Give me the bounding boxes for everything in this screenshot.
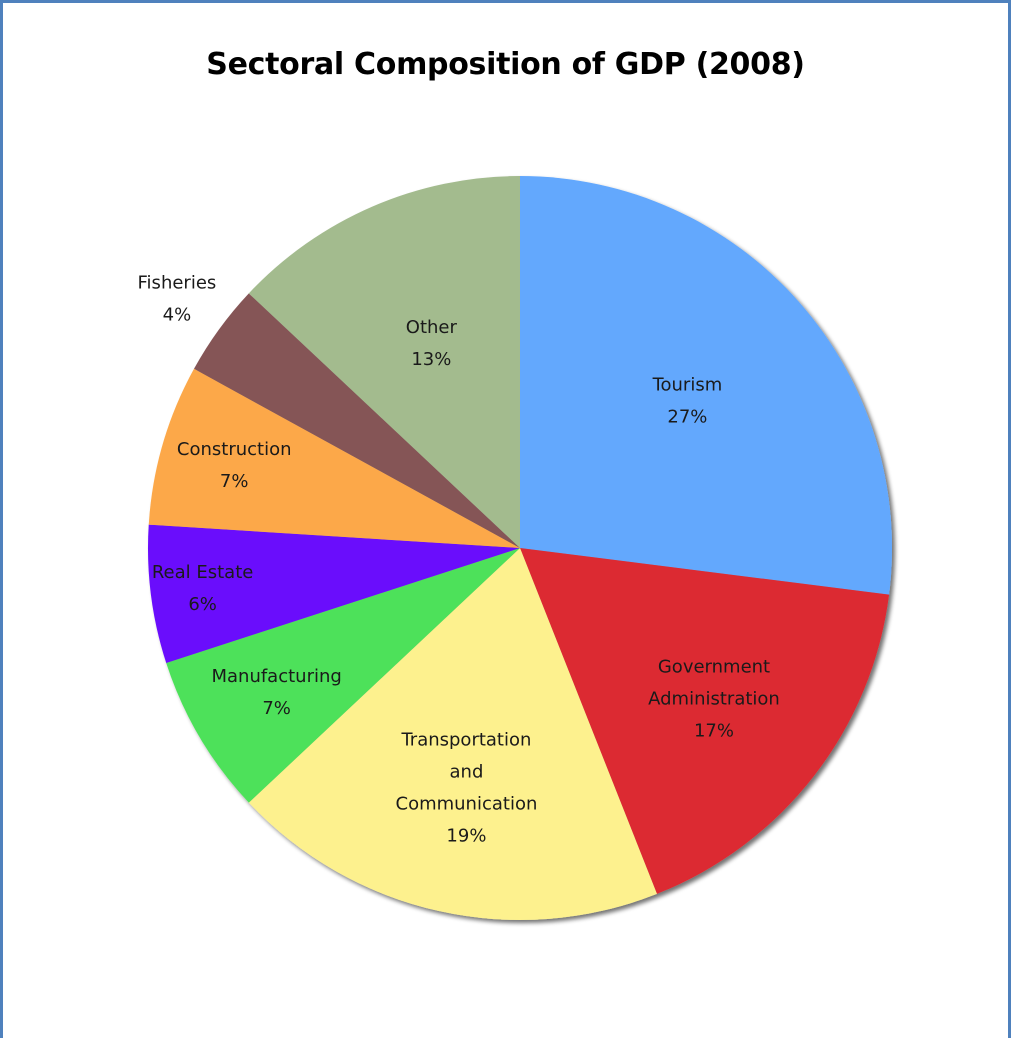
- pie-slices: [147, 176, 892, 920]
- slice-label-construction: Construction 7%: [177, 439, 292, 492]
- slice-label-tourism: Tourism 27%: [652, 374, 723, 427]
- slice-labels: Tourism 27% Government Administration 17% Tra…: [138, 273, 780, 847]
- chart-title: Sectoral Composition of GDP (2008): [206, 47, 805, 82]
- pie-slice-other: [248, 176, 520, 548]
- slice-label-real-estate: Real Estate 6%: [152, 562, 254, 615]
- slice-label-fisheries: Fisheries 4%: [138, 273, 217, 326]
- pie-slice-construction: [148, 368, 520, 548]
- pie-slice-real-estate: [147, 524, 520, 663]
- pie-slice-government-administration: [520, 548, 890, 894]
- slice-label-other: Other 13%: [406, 317, 458, 370]
- pie-chart: Tourism 27% Government Administration 17% Tra…: [138, 176, 892, 920]
- pie-slice-tourism: [520, 176, 892, 595]
- pie-slice-fisheries: [194, 293, 520, 548]
- slice-label-manufacturing: Manufacturing 7%: [211, 666, 341, 719]
- slice-label-government-administration: Government Administration 17%: [648, 656, 780, 741]
- slice-label-transportation-and-communication: Transportation and Communication 19%: [396, 730, 538, 847]
- pie-slice-transportation-and-communication: [248, 548, 657, 920]
- pie-slice-manufacturing: [166, 548, 520, 803]
